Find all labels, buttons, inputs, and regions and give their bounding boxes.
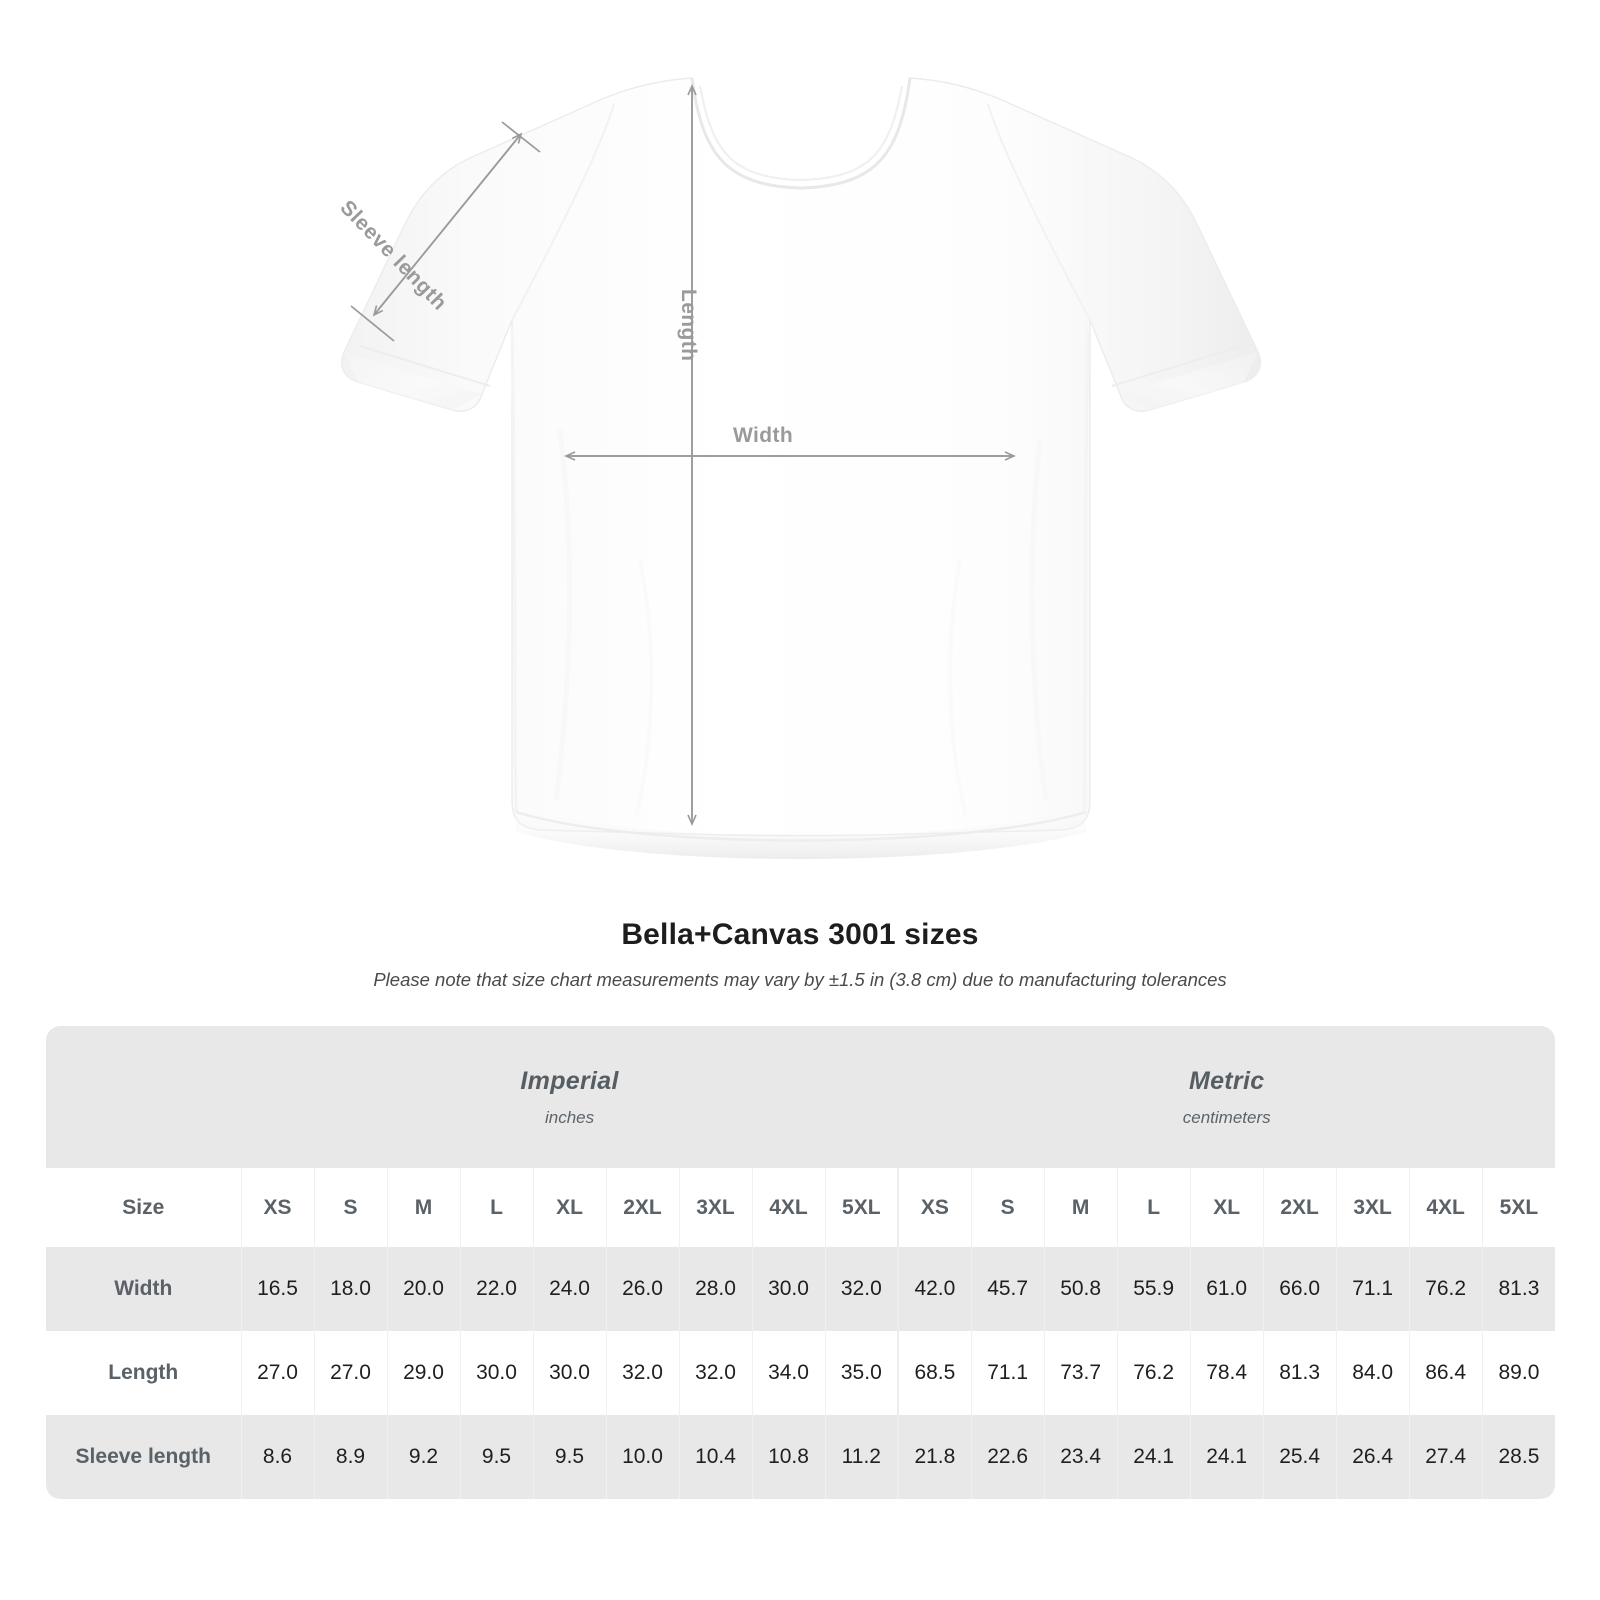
cell-width-metric-xl: 61.0 bbox=[1189, 1247, 1264, 1331]
cell-width-imperial-s: 18.0 bbox=[313, 1247, 387, 1331]
cell-length-metric-3xl: 84.0 bbox=[1335, 1331, 1410, 1415]
unit-sub-imperial: inches bbox=[544, 1107, 595, 1127]
cell-sleeve-metric-s: 22.6 bbox=[970, 1415, 1045, 1499]
cell-width-metric-xs: 42.0 bbox=[897, 1247, 972, 1331]
cell-width-metric-3xl: 71.1 bbox=[1335, 1247, 1410, 1331]
cell-sleeve-imperial-xs: 8.6 bbox=[240, 1415, 314, 1499]
cell-sleeve-metric-xs: 21.8 bbox=[897, 1415, 972, 1499]
cell-sleeve-metric-2xl: 25.4 bbox=[1262, 1415, 1337, 1499]
cell-width-imperial-m: 20.0 bbox=[386, 1247, 460, 1331]
cell-width-imperial-4xl: 30.0 bbox=[751, 1247, 825, 1331]
cell-length-metric-2xl: 81.3 bbox=[1262, 1331, 1337, 1415]
cell-width-metric-4xl: 76.2 bbox=[1408, 1247, 1483, 1331]
cell-length-imperial-s: 27.0 bbox=[313, 1331, 387, 1415]
chart-heading: Bella+Canvas 3001 sizes Please note that… bbox=[0, 918, 1600, 991]
row-label-width: Width bbox=[46, 1247, 241, 1331]
cell-length-imperial-l: 30.0 bbox=[459, 1331, 533, 1415]
cell-sleeve-imperial-3xl: 10.4 bbox=[678, 1415, 752, 1499]
cell-length-metric-5xl: 89.0 bbox=[1481, 1331, 1555, 1415]
cell-width-imperial-l: 22.0 bbox=[459, 1247, 533, 1331]
cell-length-imperial-3xl: 32.0 bbox=[678, 1331, 752, 1415]
cell-length-metric-l: 76.2 bbox=[1116, 1331, 1191, 1415]
row-label-size: Size bbox=[46, 1168, 241, 1247]
unit-band-row: Imperial inches Metric centimeters bbox=[46, 1026, 1555, 1168]
size-header-imperial-2xl: 2XL bbox=[605, 1168, 679, 1247]
cell-width-metric-l: 55.9 bbox=[1116, 1247, 1191, 1331]
size-header-imperial-xs: XS bbox=[240, 1168, 314, 1247]
unit-sub-metric: centimeters bbox=[1182, 1107, 1271, 1127]
cell-sleeve-imperial-4xl: 10.8 bbox=[751, 1415, 825, 1499]
unit-group-imperial: Imperial inches bbox=[241, 1026, 899, 1168]
size-header-metric-3xl: 3XL bbox=[1335, 1168, 1410, 1247]
tshirt-illustration: Sleeve length Length Width bbox=[335, 77, 1262, 859]
cell-sleeve-metric-5xl: 28.5 bbox=[1481, 1415, 1555, 1499]
cell-length-imperial-xl: 30.0 bbox=[532, 1331, 606, 1415]
cell-sleeve-imperial-2xl: 10.0 bbox=[605, 1415, 679, 1499]
cell-sleeve-metric-m: 23.4 bbox=[1043, 1415, 1118, 1499]
cell-length-metric-xs: 68.5 bbox=[897, 1331, 972, 1415]
cell-sleeve-imperial-xl: 9.5 bbox=[532, 1415, 606, 1499]
cell-width-imperial-xs: 16.5 bbox=[240, 1247, 314, 1331]
size-header-imperial-5xl: 5XL bbox=[824, 1168, 899, 1247]
cell-sleeve-metric-l: 24.1 bbox=[1116, 1415, 1191, 1499]
cell-sleeve-imperial-5xl: 11.2 bbox=[824, 1415, 899, 1499]
size-header-imperial-l: L bbox=[459, 1168, 533, 1247]
cell-length-metric-m: 73.7 bbox=[1043, 1331, 1118, 1415]
table-row-sleeve-length: Sleeve length 8.6 8.9 9.2 9.5 9.5 10.0 1… bbox=[46, 1415, 1555, 1499]
cell-length-imperial-5xl: 35.0 bbox=[824, 1331, 899, 1415]
size-header-imperial-m: M bbox=[386, 1168, 460, 1247]
cell-sleeve-imperial-s: 8.9 bbox=[313, 1415, 387, 1499]
unit-name-metric: Metric bbox=[1188, 1066, 1265, 1095]
cell-length-imperial-xs: 27.0 bbox=[240, 1331, 314, 1415]
cell-length-imperial-m: 29.0 bbox=[386, 1331, 460, 1415]
cell-sleeve-imperial-m: 9.2 bbox=[386, 1415, 460, 1499]
cell-width-imperial-3xl: 28.0 bbox=[678, 1247, 752, 1331]
unit-group-metric: Metric centimeters bbox=[898, 1026, 1555, 1168]
cell-length-metric-4xl: 86.4 bbox=[1408, 1331, 1483, 1415]
size-header-imperial-3xl: 3XL bbox=[678, 1168, 752, 1247]
cell-sleeve-metric-xl: 24.1 bbox=[1189, 1415, 1264, 1499]
row-label-sleeve-length: Sleeve length bbox=[46, 1415, 241, 1499]
cell-length-metric-s: 71.1 bbox=[970, 1331, 1045, 1415]
cell-length-metric-xl: 78.4 bbox=[1189, 1331, 1264, 1415]
length-dimension-label: Length bbox=[677, 289, 700, 362]
size-header-imperial-s: S bbox=[313, 1168, 387, 1247]
row-label-length: Length bbox=[46, 1331, 241, 1415]
dimension-guides bbox=[350, 84, 1016, 826]
table-row-length: Length 27.0 27.0 29.0 30.0 30.0 32.0 32.… bbox=[46, 1331, 1555, 1415]
cell-width-imperial-xl: 24.0 bbox=[532, 1247, 606, 1331]
tolerance-note: Please note that size chart measurements… bbox=[373, 969, 1227, 990]
page-title: Bella+Canvas 3001 sizes bbox=[621, 918, 979, 951]
size-header-metric-xl: XL bbox=[1189, 1168, 1264, 1247]
cell-sleeve-metric-4xl: 27.4 bbox=[1408, 1415, 1483, 1499]
size-table-container: Imperial inches Metric centimeters Size … bbox=[46, 1026, 1555, 1499]
width-dimension-label: Width bbox=[733, 424, 794, 447]
size-header-metric-2xl: 2XL bbox=[1262, 1168, 1337, 1247]
table-row-size-header: Size XS S M L XL 2XL 3XL 4XL 5XL XS S M … bbox=[46, 1168, 1555, 1247]
unit-band-spacer bbox=[46, 1026, 241, 1168]
cell-width-imperial-5xl: 32.0 bbox=[824, 1247, 899, 1331]
size-header-imperial-xl: XL bbox=[532, 1168, 606, 1247]
unit-name-imperial: Imperial bbox=[520, 1066, 619, 1095]
size-header-metric-5xl: 5XL bbox=[1481, 1168, 1555, 1247]
cell-width-metric-m: 50.8 bbox=[1043, 1247, 1118, 1331]
cell-width-metric-2xl: 66.0 bbox=[1262, 1247, 1337, 1331]
tshirt-body bbox=[340, 77, 1262, 859]
size-header-imperial-4xl: 4XL bbox=[751, 1168, 825, 1247]
size-table: Imperial inches Metric centimeters Size … bbox=[46, 1026, 1555, 1499]
cell-length-imperial-2xl: 32.0 bbox=[605, 1331, 679, 1415]
cell-length-imperial-4xl: 34.0 bbox=[751, 1331, 825, 1415]
size-header-metric-4xl: 4XL bbox=[1408, 1168, 1483, 1247]
cell-sleeve-imperial-l: 9.5 bbox=[459, 1415, 533, 1499]
cell-width-metric-s: 45.7 bbox=[970, 1247, 1045, 1331]
cell-sleeve-metric-3xl: 26.4 bbox=[1335, 1415, 1410, 1499]
cell-width-metric-5xl: 81.3 bbox=[1481, 1247, 1555, 1331]
cell-width-imperial-2xl: 26.0 bbox=[605, 1247, 679, 1331]
size-header-metric-l: L bbox=[1116, 1168, 1191, 1247]
size-header-metric-s: S bbox=[970, 1168, 1045, 1247]
size-header-metric-m: M bbox=[1043, 1168, 1118, 1247]
table-row-width: Width 16.5 18.0 20.0 22.0 24.0 26.0 28.0… bbox=[46, 1247, 1555, 1331]
size-header-metric-xs: XS bbox=[897, 1168, 972, 1247]
